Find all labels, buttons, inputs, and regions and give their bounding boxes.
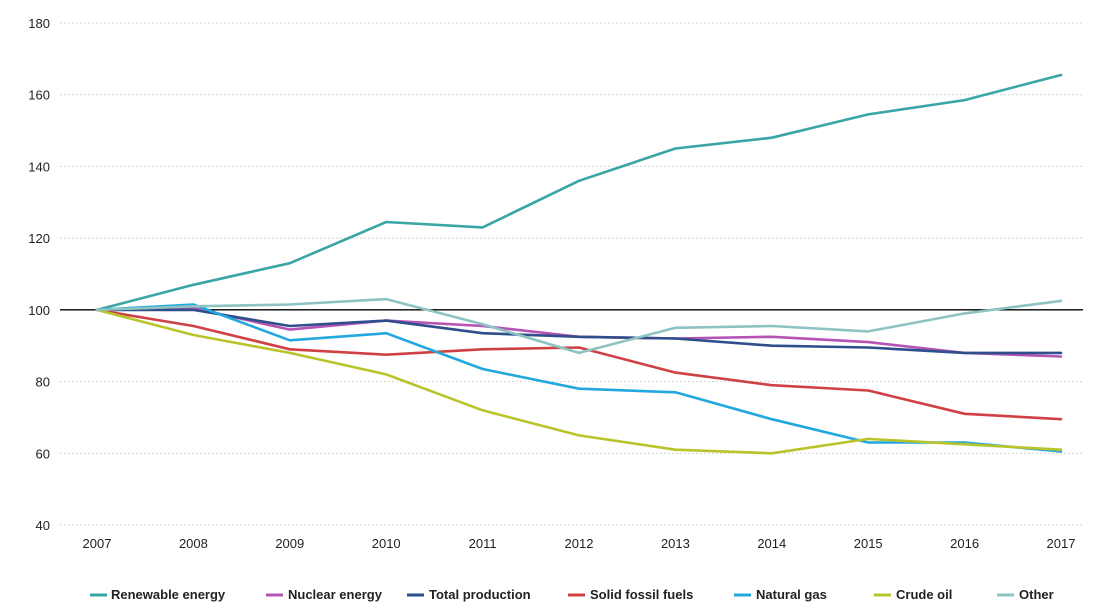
legend-item-natural-gas: Natural gas xyxy=(734,587,827,602)
series-line-solid-fossil-fuels xyxy=(95,308,1063,421)
legend-item-other: Other xyxy=(997,587,1054,602)
series-line-renewable-energy xyxy=(95,73,1063,312)
x-axis-ticks: 2007 2008 2009 2010 2011 2012 2013 2014 2015 2016… xyxy=(83,536,1076,551)
series-line-crude-oil xyxy=(95,308,1063,455)
legend-item-nuclear-energy: Nuclear energy xyxy=(266,587,383,602)
y-tick-label: 40 xyxy=(36,518,50,533)
series-line-other xyxy=(95,297,1063,355)
legend-item-total-production: Total production xyxy=(407,587,531,602)
legend-label: Other xyxy=(1019,587,1054,602)
y-tick-label: 60 xyxy=(36,446,50,461)
legend-item-crude-oil: Crude oil xyxy=(874,587,952,602)
x-tick-label: 2009 xyxy=(275,536,304,551)
x-tick-label: 2011 xyxy=(469,536,497,551)
legend-label: Solid fossil fuels xyxy=(590,587,693,602)
legend-label: Renewable energy xyxy=(111,587,226,602)
legend-label: Nuclear energy xyxy=(288,587,383,602)
legend-label: Crude oil xyxy=(896,587,952,602)
series-lines xyxy=(95,73,1063,455)
series-line-natural-gas xyxy=(95,303,1063,453)
legend-item-solid-fossil-fuels: Solid fossil fuels xyxy=(568,587,693,602)
legend: Renewable energy Nuclear energy Total prod… xyxy=(90,587,1054,602)
x-tick-label: 2013 xyxy=(661,536,690,551)
series-line-total-production xyxy=(95,308,1063,355)
gridlines xyxy=(60,22,1083,526)
x-tick-label: 2010 xyxy=(372,536,401,551)
x-tick-label: 2014 xyxy=(757,536,786,551)
y-tick-label: 100 xyxy=(28,303,50,318)
legend-label: Total production xyxy=(429,587,531,602)
legend-label: Natural gas xyxy=(756,587,827,602)
y-tick-label: 160 xyxy=(28,88,50,103)
y-tick-label: 180 xyxy=(28,16,50,31)
y-tick-label: 80 xyxy=(36,375,50,390)
x-tick-label: 2015 xyxy=(854,536,883,551)
x-tick-label: 2012 xyxy=(565,536,594,551)
x-tick-label: 2008 xyxy=(179,536,208,551)
x-tick-label: 2007 xyxy=(83,536,112,551)
x-tick-label: 2016 xyxy=(950,536,979,551)
x-tick-label: 2017 xyxy=(1047,536,1076,551)
y-axis-ticks: 40 60 80 100 120 140 160 180 xyxy=(28,16,50,533)
legend-item-renewable-energy: Renewable energy xyxy=(90,587,226,602)
y-tick-label: 120 xyxy=(28,231,50,246)
y-tick-label: 140 xyxy=(28,159,50,174)
